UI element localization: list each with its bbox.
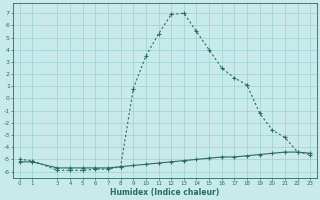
X-axis label: Humidex (Indice chaleur): Humidex (Indice chaleur): [110, 188, 220, 197]
